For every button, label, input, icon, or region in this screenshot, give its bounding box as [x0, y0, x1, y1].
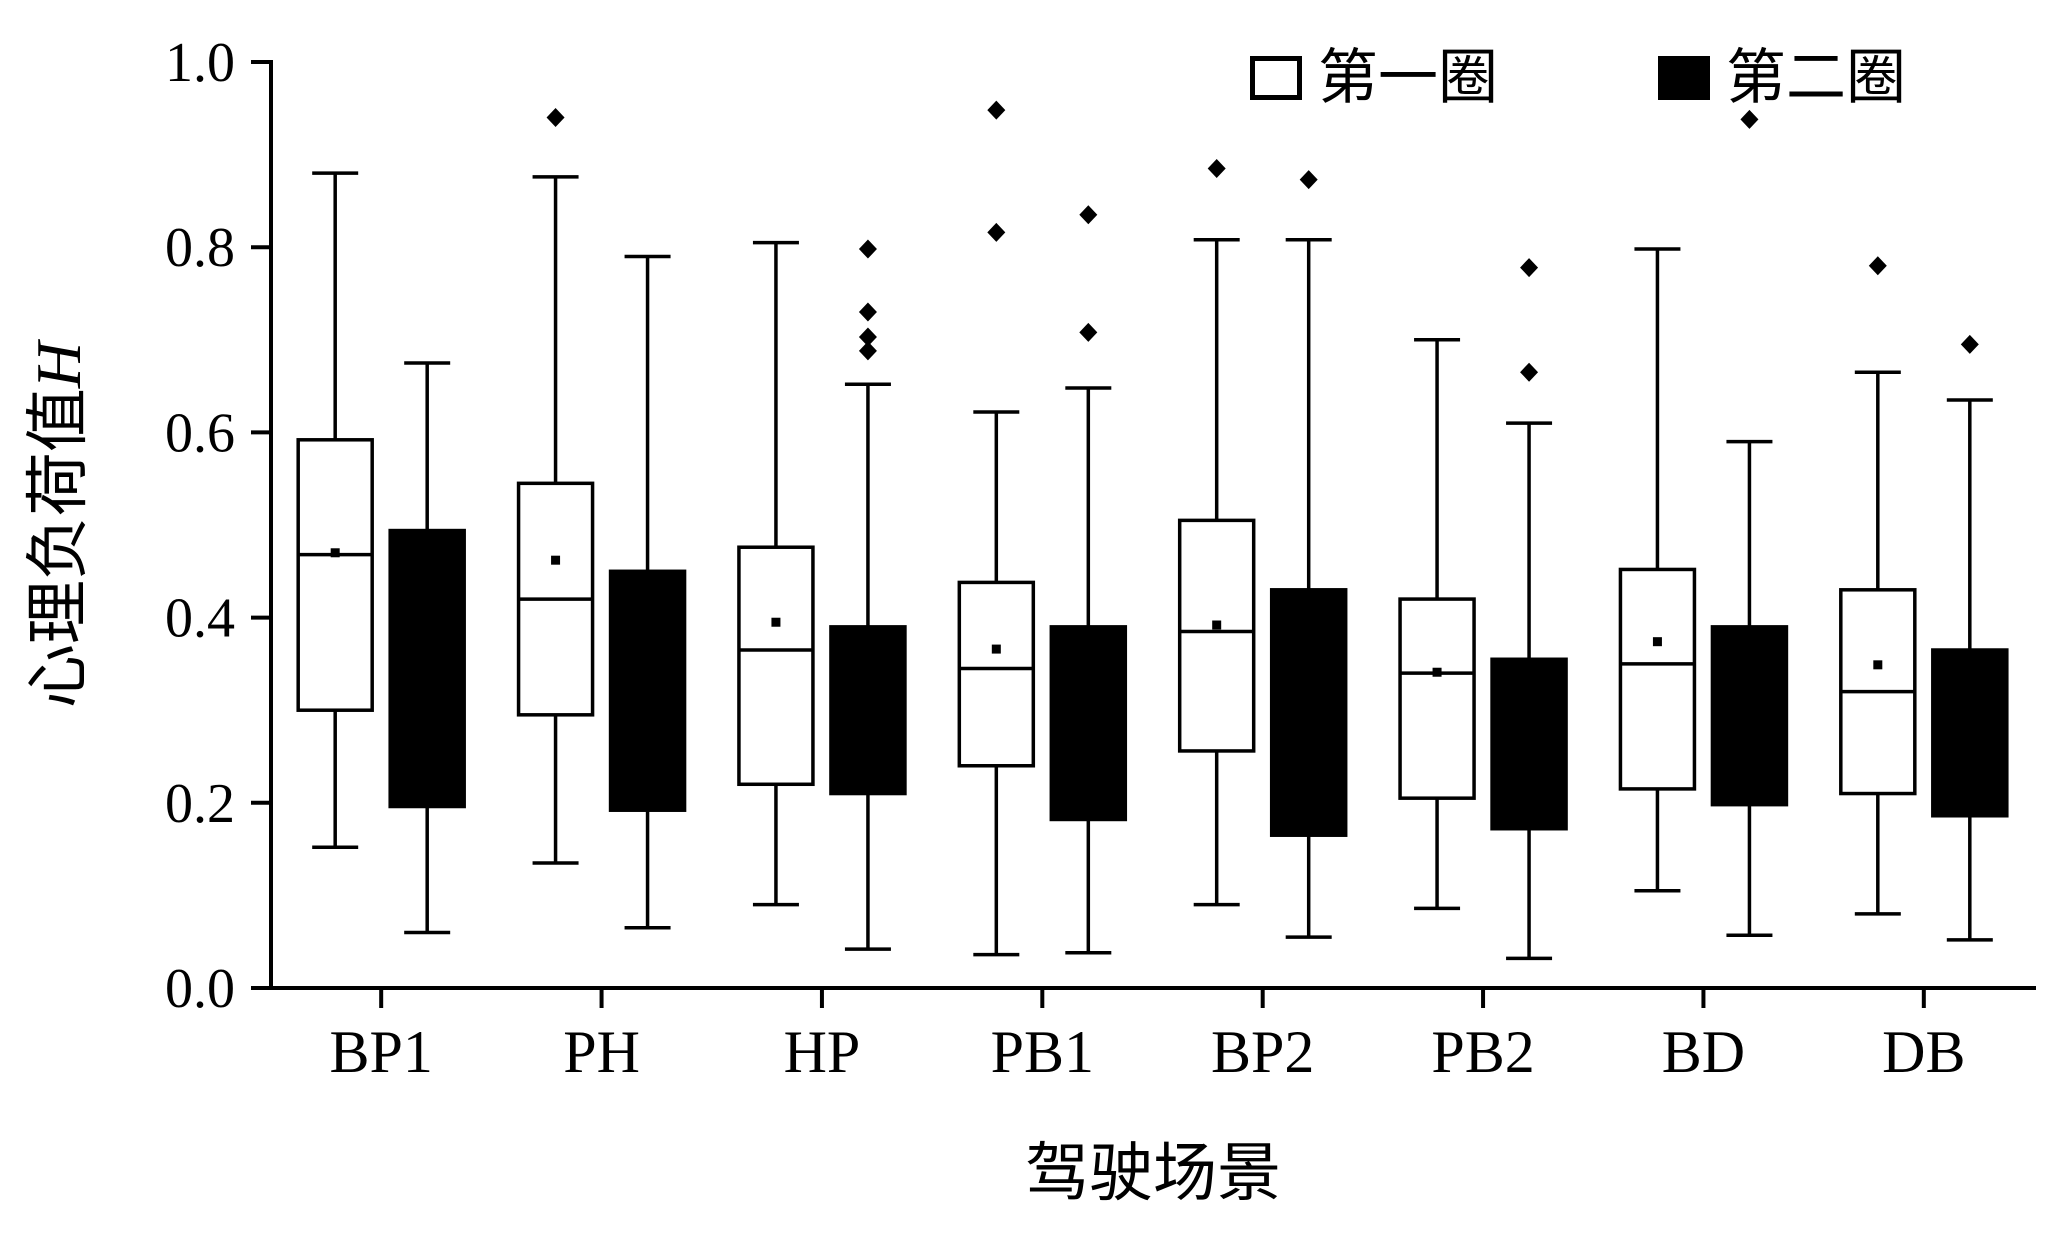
box-first-lap-BP1 [296, 438, 374, 712]
outlier-first-lap-BP2 [1207, 158, 1226, 178]
mean-marker-first-lap-PH [551, 555, 561, 565]
y-tick-label: 0.2 [165, 773, 235, 835]
legend: 第一圈 第二圈 [1250, 48, 1906, 108]
legend-marker-first-lap-icon [1250, 56, 1302, 100]
box-first-lap-BP2 [1177, 518, 1256, 753]
box-first-lap-PB1 [957, 580, 1036, 768]
box-second-lap-BP2 [1269, 588, 1348, 837]
x-category-label: DB [1882, 1019, 1965, 1085]
mean-marker-first-lap-PB1 [991, 644, 1001, 654]
x-category-label: BP1 [329, 1019, 432, 1085]
outlier-second-lap-HP [858, 302, 877, 322]
y-tick-label: 0.6 [165, 402, 235, 464]
box-second-lap-PB2 [1490, 657, 1568, 831]
outlier-second-lap-PB2 [1520, 258, 1539, 278]
x-category-label: BP2 [1211, 1019, 1314, 1085]
legend-label-second-lap: 第二圈 [1726, 45, 1906, 111]
y-tick-label: 0.8 [165, 217, 235, 279]
legend-marker-second-lap-icon [1658, 56, 1710, 100]
x-category-label: BD [1662, 1019, 1745, 1085]
box-first-lap-PB2 [1398, 597, 1476, 800]
y-axis-title-var: H [23, 338, 94, 389]
box-second-lap-PB1 [1049, 625, 1128, 822]
outlier-second-lap-HP [858, 239, 877, 259]
outlier-second-lap-BP2 [1299, 170, 1318, 190]
y-axis-title: 心理负荷值H [23, 338, 94, 708]
outlier-second-lap-DB [1960, 334, 1979, 354]
box-second-lap-BD [1710, 625, 1789, 807]
outlier-second-lap-PB1 [1079, 322, 1098, 342]
box-first-lap-HP [737, 545, 815, 787]
x-axis-title: 驾驶场景 [1025, 1138, 1281, 1209]
legend-item-first-lap: 第一圈 [1250, 48, 1498, 108]
x-category-label: HP [784, 1019, 861, 1085]
outlier-first-lap-DB [1868, 256, 1887, 276]
outlier-first-lap-PH [546, 108, 565, 128]
box-second-lap-HP [829, 625, 907, 796]
mean-marker-first-lap-BP2 [1212, 620, 1222, 630]
outlier-second-lap-PB2 [1520, 362, 1539, 382]
x-category-label: PH [563, 1019, 640, 1085]
outlier-first-lap-PB1 [987, 100, 1006, 120]
y-axis-title-cn: 心理负荷值 [23, 388, 94, 708]
y-tick-label: 1.0 [165, 32, 235, 94]
legend-item-second-lap: 第二圈 [1658, 48, 1906, 108]
box-second-lap-BP1 [388, 528, 466, 809]
y-tick-label: 0.0 [165, 958, 235, 1020]
mean-marker-first-lap-HP [771, 617, 781, 627]
y-tick-label: 0.4 [165, 588, 235, 650]
box-second-lap-PH [608, 569, 687, 812]
mean-marker-first-lap-BD [1652, 637, 1662, 647]
mean-marker-first-lap-PB2 [1432, 667, 1442, 677]
box-first-lap-BD [1618, 567, 1697, 791]
outlier-second-lap-HP [858, 327, 877, 347]
outlier-second-lap-HP [858, 341, 877, 361]
legend-label-first-lap: 第一圈 [1318, 45, 1498, 111]
outlier-second-lap-BD [1740, 109, 1759, 129]
outlier-second-lap-PB1 [1079, 205, 1098, 225]
mean-marker-first-lap-BP1 [330, 548, 340, 558]
x-category-label: PB2 [1431, 1019, 1534, 1085]
mean-marker-first-lap-DB [1873, 660, 1883, 670]
outlier-first-lap-PB1 [987, 222, 1006, 242]
x-category-label: PB1 [991, 1019, 1094, 1085]
plot-area: 0.0 0.2 0.4 0.6 0.8 1.0 BP1 PH HP PB1 BP2 PB2 BD DB [165, 32, 2036, 1085]
box-second-lap-DB [1931, 648, 2009, 818]
